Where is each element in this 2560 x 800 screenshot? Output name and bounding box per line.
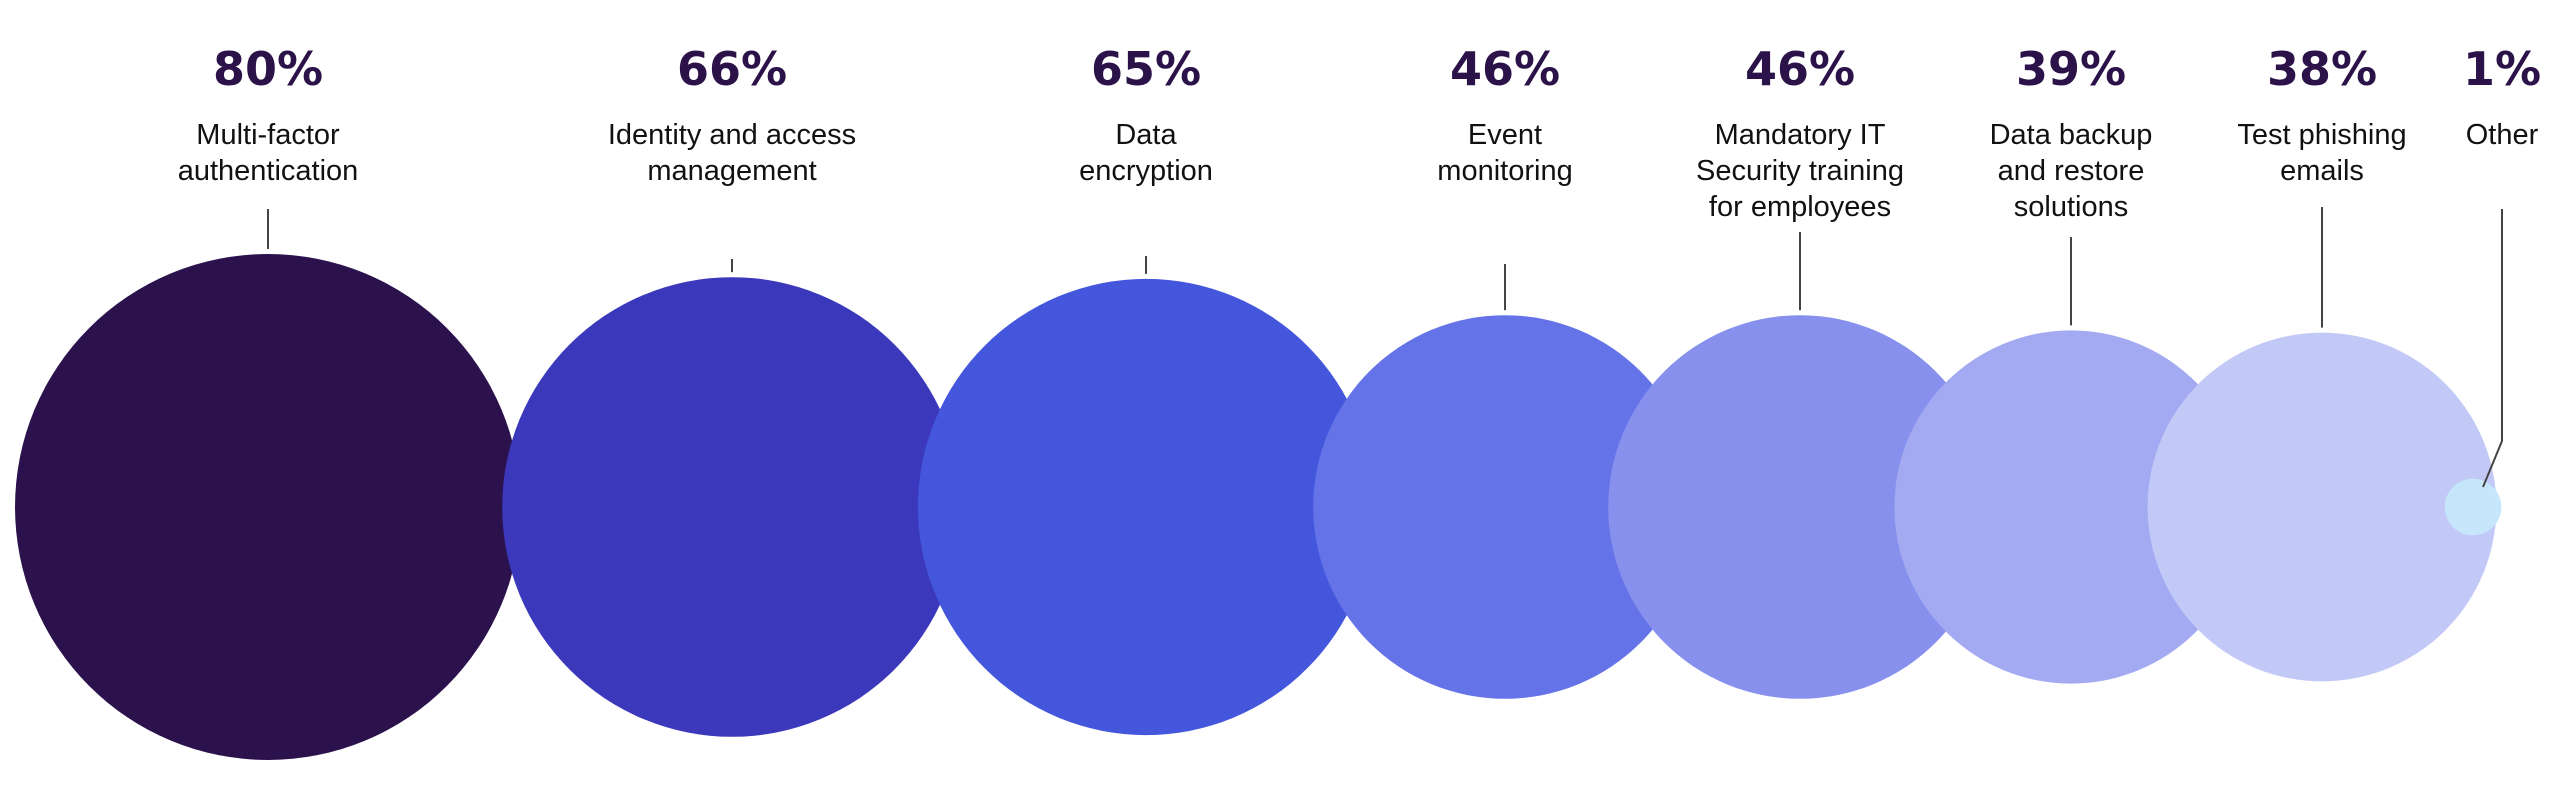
bubble-mark: [917, 278, 1375, 736]
category-label: Data: [1115, 119, 1177, 151]
category-label: Event: [1468, 119, 1542, 151]
value-label: 80%: [213, 42, 323, 96]
category-label: Test phishing: [2237, 119, 2406, 151]
category-label: Mandatory IT: [1715, 119, 1886, 151]
value-label: 65%: [1091, 42, 1201, 96]
category-label: solutions: [2014, 191, 2128, 223]
bubble-group: 46% Mandatory IT Security training for empl…: [1608, 42, 1992, 699]
bubble-group: 65% Data encryption: [917, 42, 1375, 736]
bubble-mark: [2444, 478, 2502, 536]
category-label: authentication: [178, 155, 359, 187]
category-label: Multi-factor: [196, 119, 340, 151]
category-label: management: [647, 155, 816, 187]
bubble-mark: [2147, 332, 2497, 682]
value-label: 1%: [2463, 42, 2541, 96]
category-label: Data backup: [1990, 119, 2153, 151]
category-label: for employees: [1709, 191, 1891, 223]
value-label: 46%: [1450, 42, 1560, 96]
category-label: Other: [2466, 119, 2539, 151]
category-label: monitoring: [1437, 155, 1572, 187]
bubble-mark: [1313, 315, 1697, 699]
value-label: 66%: [677, 42, 787, 96]
bubble-mark: [1894, 330, 2248, 684]
bubble-mark: [15, 254, 521, 760]
leader-line: [2482, 209, 2503, 488]
value-label: 46%: [1745, 42, 1855, 96]
bubble-mark: [1608, 315, 1992, 699]
value-label: 38%: [2267, 42, 2377, 96]
category-label: encryption: [1079, 155, 1213, 187]
bubble-mark: [502, 277, 962, 737]
bubble-group: 46% Event monitoring: [1313, 42, 1697, 699]
category-label: Identity and access: [608, 119, 856, 151]
bubble-group: 80% Multi-factor authentication: [15, 42, 521, 760]
bubble-group: 38% Test phishing emails: [2147, 42, 2497, 682]
category-label: emails: [2280, 155, 2364, 187]
bubble-group: 39% Data backup and restore solutions: [1894, 42, 2248, 684]
bubble-group: 1% Other: [2444, 42, 2541, 536]
bubble-group: 66% Identity and access management: [502, 42, 962, 737]
category-label: and restore: [1998, 155, 2145, 187]
category-label: Security training: [1696, 155, 1904, 187]
value-label: 39%: [2016, 42, 2126, 96]
